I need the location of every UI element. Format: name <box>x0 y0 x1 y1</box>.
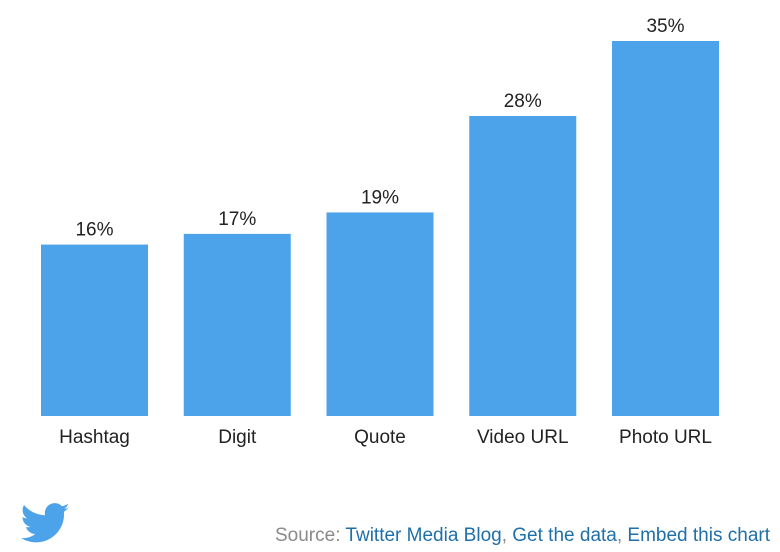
bar <box>469 116 577 416</box>
twitter-logo <box>21 503 70 543</box>
source-label: Source: <box>275 525 340 546</box>
source-link[interactable]: Embed this chart <box>627 525 770 546</box>
bar <box>41 244 148 416</box>
value-label: 17% <box>218 209 256 230</box>
value-label: 35% <box>646 16 684 37</box>
source-line: Source: Twitter Media Blog, Get the data… <box>275 525 771 546</box>
bar <box>612 41 719 416</box>
x-tick-label: Photo URL <box>619 427 712 448</box>
value-label: 19% <box>361 187 399 208</box>
value-label: 28% <box>504 91 542 112</box>
x-tick-label: Video URL <box>477 427 569 448</box>
source-link[interactable]: Twitter Media Blog <box>345 525 501 546</box>
x-tick-label: Quote <box>354 427 406 448</box>
bar <box>326 212 434 416</box>
separator: , <box>502 525 507 546</box>
separator: , <box>617 525 622 546</box>
x-tick-label: Hashtag <box>59 427 130 448</box>
source-link[interactable]: Get the data <box>512 525 617 546</box>
x-tick-label: Digit <box>218 427 257 448</box>
bar <box>183 233 291 416</box>
value-label: 16% <box>75 220 113 241</box>
